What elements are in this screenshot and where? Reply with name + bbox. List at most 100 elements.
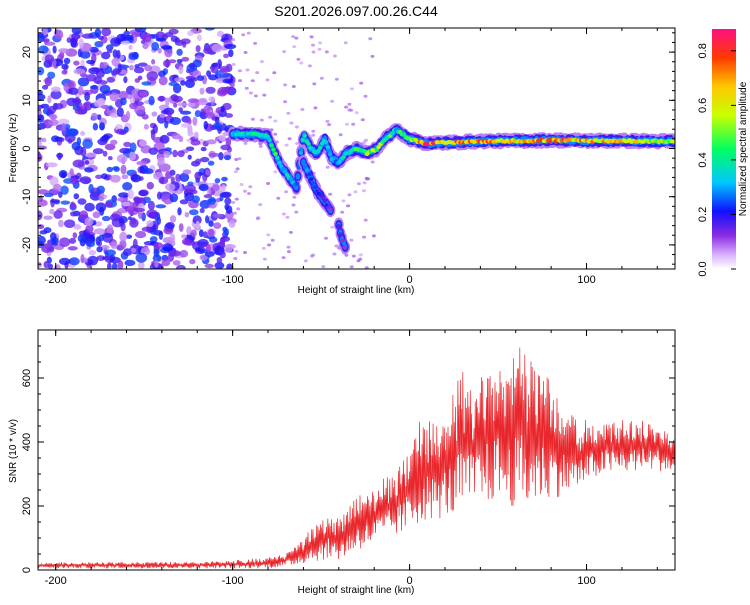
noise-cell: [61, 123, 66, 132]
y-tick-label: 20: [21, 46, 33, 58]
noise-cell: [43, 215, 53, 220]
noise-cell: [222, 78, 234, 84]
noise-cell: [245, 68, 250, 72]
noise-cell: [291, 35, 296, 39]
noise-cell: [80, 254, 85, 264]
noise-cell: [175, 173, 182, 182]
noise-cell: [218, 134, 226, 141]
noise-cell: [140, 144, 152, 154]
noise-cell: [86, 59, 95, 65]
noise-cell: [180, 80, 186, 86]
branch-cell: [309, 177, 314, 181]
noise-cell: [133, 196, 141, 203]
y-tick-label: -10: [21, 189, 33, 205]
noise-cell: [149, 212, 158, 219]
noise-cell: [286, 245, 291, 249]
noise-cell: [120, 164, 127, 175]
noise-cell: [53, 103, 64, 110]
noise-cell: [243, 251, 247, 254]
noise-cell: [49, 113, 58, 120]
noise-cell: [90, 85, 99, 90]
noise-cell: [186, 226, 192, 236]
noise-cell: [207, 229, 215, 237]
noise-cell: [208, 96, 215, 102]
noise-cell: [123, 76, 128, 84]
noise-cell: [243, 51, 248, 54]
noise-cell: [38, 261, 42, 268]
noise-cell: [223, 53, 230, 59]
noise-cell: [111, 57, 120, 67]
noise-cell: [212, 213, 223, 218]
noise-cell: [181, 123, 192, 128]
noise-cell: [101, 51, 111, 60]
noise-cell: [135, 252, 148, 263]
noise-cell: [122, 182, 133, 191]
noise-cell: [216, 257, 223, 264]
y-tick-label: 10: [21, 94, 33, 106]
noise-cell: [54, 264, 61, 269]
noise-cell: [109, 174, 121, 183]
noise-cell: [155, 204, 167, 209]
noise-cell: [43, 38, 50, 43]
noise-cell: [345, 122, 349, 126]
noise-cell: [120, 40, 130, 45]
noise-cell: [68, 87, 79, 95]
noise-cell: [249, 91, 253, 95]
noise-cell: [125, 34, 134, 41]
noise-cell: [224, 154, 231, 161]
noise-cell: [325, 165, 330, 169]
noise-cell: [47, 95, 52, 104]
noise-cell: [171, 133, 181, 140]
noise-cell: [219, 239, 226, 248]
noise-cell: [178, 65, 184, 75]
noise-cell: [99, 84, 111, 94]
noise-cell: [116, 154, 128, 163]
noise-cell: [100, 104, 110, 109]
noise-cell: [88, 183, 94, 194]
noise-cell: [79, 50, 91, 59]
noise-cell: [203, 104, 211, 114]
colorbar-label: Normalized spectral amplitude: [738, 81, 749, 216]
noise-cell: [110, 213, 121, 222]
noise-cell: [283, 100, 288, 104]
ridge-cell: [265, 134, 270, 139]
noise-cell: [300, 108, 305, 111]
noise-cell: [143, 168, 154, 174]
noise-cell: [272, 71, 277, 75]
noise-cell: [362, 141, 367, 144]
noise-cell: [58, 48, 70, 54]
noise-cell: [136, 160, 148, 166]
ridge-cell: [318, 145, 323, 150]
noise-cell: [250, 79, 255, 83]
x-tick-label: 100: [577, 575, 595, 587]
noise-cell: [356, 259, 361, 263]
noise-cell: [198, 229, 204, 238]
noise-cell: [205, 112, 215, 119]
noise-cell: [311, 43, 315, 47]
noise-cell: [63, 57, 71, 65]
noise-cell: [121, 174, 129, 180]
noise-cell: [57, 118, 70, 125]
branch-cell: [336, 224, 341, 228]
noise-cell: [119, 231, 128, 242]
noise-cell: [243, 189, 247, 193]
noise-cell: [155, 37, 167, 42]
noise-cell: [113, 167, 120, 172]
noise-cell: [181, 238, 191, 245]
noise-cell: [371, 234, 376, 238]
noise-cell: [93, 228, 106, 235]
noise-cell: [244, 86, 249, 90]
snr-y-label: SNR (10 * v/v): [8, 419, 19, 483]
noise-cell: [161, 259, 171, 267]
noise-cell: [118, 216, 128, 224]
ridge-cell: [277, 160, 282, 165]
noise-cell: [299, 61, 304, 65]
noise-cell: [330, 225, 335, 229]
noise-cell: [84, 160, 90, 165]
noise-cell: [192, 116, 198, 126]
noise-cell: [353, 190, 358, 194]
x-tick-label: 0: [407, 274, 413, 286]
noise-cell: [77, 85, 84, 96]
noise-cell: [38, 141, 43, 146]
noise-cell: [119, 239, 127, 250]
